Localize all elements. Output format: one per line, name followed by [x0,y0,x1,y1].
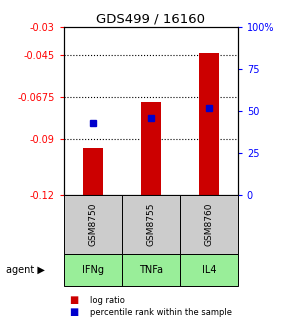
Text: IL4: IL4 [202,265,216,275]
Text: log ratio: log ratio [90,296,125,304]
Text: GSM8750: GSM8750 [88,203,97,246]
Title: GDS499 / 16160: GDS499 / 16160 [96,13,205,26]
Text: IFNg: IFNg [82,265,104,275]
Bar [83,148,103,195]
Text: agent ▶: agent ▶ [6,265,45,275]
Text: GSM8760: GSM8760 [204,203,213,246]
Text: ■: ■ [70,295,79,305]
Text: TNFa: TNFa [139,265,163,275]
Text: GSM8755: GSM8755 [146,203,155,246]
Bar [141,101,161,195]
Text: ■: ■ [70,307,79,318]
Bar [199,53,219,195]
Text: percentile rank within the sample: percentile rank within the sample [90,308,232,317]
